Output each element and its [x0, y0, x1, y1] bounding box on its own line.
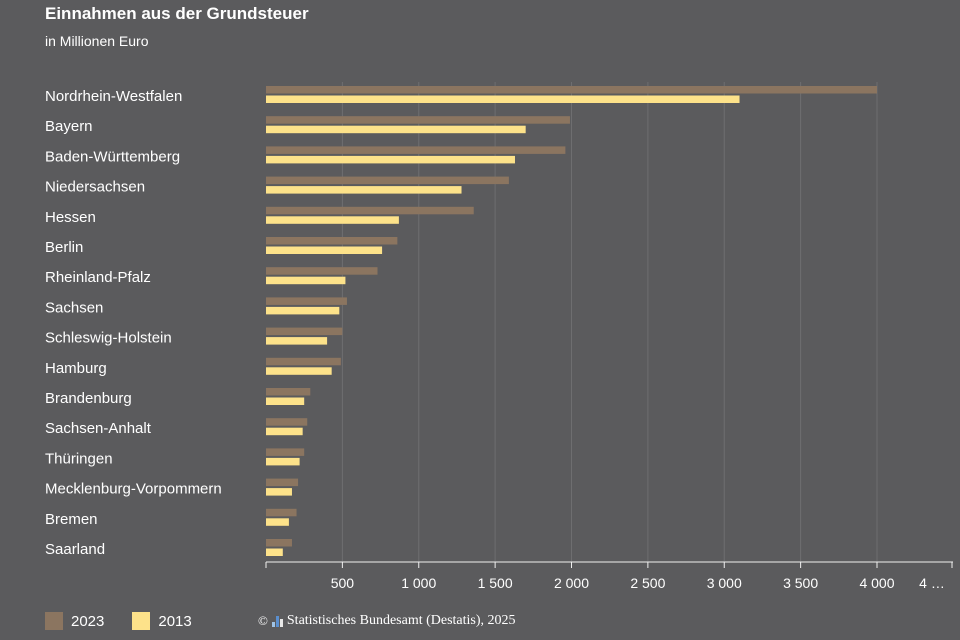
category-label: Bayern [45, 118, 93, 135]
bar-2013[interactable] [266, 518, 289, 526]
category-label: Sachsen [45, 299, 103, 316]
destatis-logo-icon [271, 615, 283, 627]
source-note: © Statistisches Bundesamt (Destatis), 20… [258, 613, 516, 629]
bar-2023[interactable] [266, 388, 311, 396]
bar-2013[interactable] [266, 125, 526, 134]
x-axis: 500 1 000 1 500 2 000 2 500 3 000 3 500 4 000 4 … [265, 561, 953, 591]
x-tick-label: 4 … [919, 575, 945, 591]
x-tick-label: 1 000 [401, 575, 436, 591]
x-tick-label: 3 500 [783, 575, 818, 591]
category-label: Sachsen-Anhalt [45, 420, 152, 437]
legend-item-2023[interactable]: 2023 [45, 612, 104, 630]
x-tick-label: 500 [331, 575, 355, 591]
category-label: Schleswig-Holstein [45, 330, 172, 347]
bar-2023[interactable] [266, 478, 299, 487]
category-label: Rheinland-Pfalz [45, 269, 151, 286]
bars [266, 86, 877, 556]
category-label: Niedersachsen [45, 179, 145, 196]
chart-subtitle: in Millionen Euro [45, 33, 149, 49]
bar-2013[interactable] [266, 488, 292, 496]
x-tick-label: 3 000 [707, 575, 742, 591]
bar-2013[interactable] [266, 457, 300, 466]
bar-2013[interactable] [266, 186, 462, 194]
legend-item-2013[interactable]: 2013 [132, 612, 192, 630]
legend: 2023 2013 [45, 612, 192, 630]
chart-title: Einnahmen aus der Grundsteuer [45, 4, 309, 23]
bar-2013[interactable] [266, 337, 328, 345]
bar-2023[interactable] [266, 539, 292, 547]
category-label: Nordrhein-Westfalen [45, 88, 182, 105]
bar-2013[interactable] [266, 246, 383, 255]
category-label: Mecklenburg-Vorpommern [45, 481, 222, 498]
bar-2023[interactable] [266, 508, 297, 517]
category-label: Thüringen [45, 450, 113, 467]
category-label: Saarland [45, 541, 105, 558]
category-label: Baden-Württemberg [45, 148, 180, 165]
bar-2013[interactable] [266, 397, 305, 406]
legend-swatch-2023 [45, 612, 63, 630]
bar-2023[interactable] [266, 206, 474, 215]
bar-2013[interactable] [266, 95, 740, 104]
bar-2023[interactable] [266, 357, 341, 366]
bar-2023[interactable] [266, 176, 509, 185]
bar-2023[interactable] [266, 418, 308, 426]
category-label: Bremen [45, 511, 98, 528]
bar-2013[interactable] [266, 427, 303, 436]
category-label: Berlin [45, 239, 83, 256]
bar-2013[interactable] [266, 367, 332, 375]
bar-2023[interactable] [266, 116, 570, 124]
x-tick-label: 2 500 [630, 575, 665, 591]
category-label: Hamburg [45, 360, 107, 377]
legend-label-2023: 2023 [71, 612, 105, 630]
bar-2023[interactable] [266, 237, 398, 245]
legend-swatch-2013 [132, 612, 151, 630]
bar-2013[interactable] [266, 306, 340, 315]
bar-2013[interactable] [266, 276, 346, 285]
bar-2013[interactable] [266, 548, 283, 557]
bar-2013[interactable] [266, 216, 399, 224]
grid-lines [341, 82, 878, 562]
bar-2023[interactable] [266, 448, 305, 456]
bar-2013[interactable] [266, 155, 515, 164]
copyright-icon: © [258, 613, 268, 628]
x-tick-label: 4 000 [859, 575, 894, 591]
x-tick-label: 2 000 [554, 575, 589, 591]
legend-label-2013: 2013 [158, 612, 192, 630]
x-tick-label: 1 500 [478, 575, 513, 591]
category-label: Brandenburg [45, 390, 132, 407]
bar-2023[interactable] [266, 297, 347, 305]
category-label: Hessen [45, 209, 96, 226]
bar-2023[interactable] [266, 86, 877, 94]
bar-2023[interactable] [266, 327, 343, 336]
bar-2023[interactable] [266, 267, 378, 275]
source-text: Statistisches Bundesamt (Destatis), 2025 [286, 613, 516, 628]
bar-2023[interactable] [266, 146, 566, 154]
category-labels: Nordrhein-Westfalen Bayern Baden-Württembe… [45, 88, 222, 558]
